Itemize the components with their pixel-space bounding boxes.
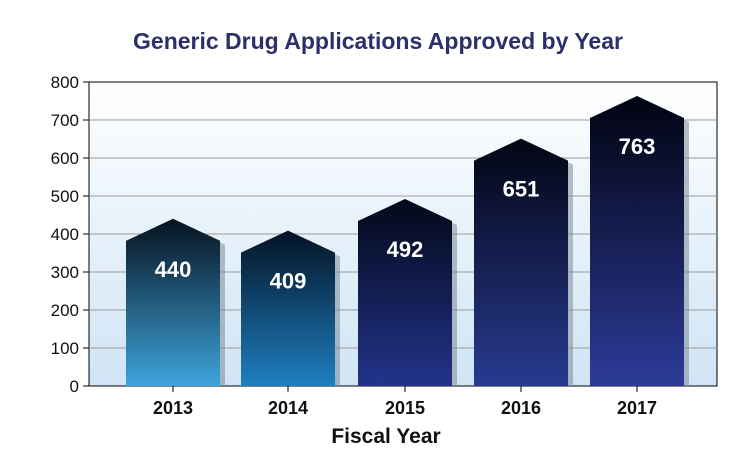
value-label-2015: 492 [387,237,424,262]
value-label-2014: 409 [270,269,307,294]
y-tick-label: 0 [70,377,79,396]
y-tick-label: 200 [51,301,79,320]
y-tick-label: 700 [51,111,79,130]
value-labels-layer: 440 409 492 651 763 [155,134,656,294]
x-axis-title: Fiscal Year [331,425,440,448]
y-tick-label: 800 [51,73,79,92]
x-tick-label-2015: 2015 [385,398,425,418]
x-axis-categories: 2013 2014 2015 2016 2017 [153,386,657,418]
bar-2016 [474,138,568,386]
bar-2014 [241,230,335,386]
value-label-2016: 651 [503,177,540,202]
y-axis-ticks: 0 100 200 300 400 500 600 700 800 [51,73,89,396]
x-tick-label-2016: 2016 [501,398,541,418]
bar-2013 [126,218,220,386]
y-tick-label: 100 [51,339,79,358]
bars-layer [126,96,689,386]
y-tick-label: 600 [51,149,79,168]
value-label-2017: 763 [619,134,656,159]
x-tick-label-2014: 2014 [268,398,308,418]
x-tick-label-2017: 2017 [617,398,657,418]
bar-2017 [590,96,684,386]
y-tick-label: 400 [51,225,79,244]
y-tick-label: 500 [51,187,79,206]
chart-title: Generic Drug Applications Approved by Ye… [133,28,623,54]
y-tick-label: 300 [51,263,79,282]
x-tick-label-2013: 2013 [153,398,193,418]
value-label-2013: 440 [155,257,192,282]
bar-2015 [358,199,452,386]
